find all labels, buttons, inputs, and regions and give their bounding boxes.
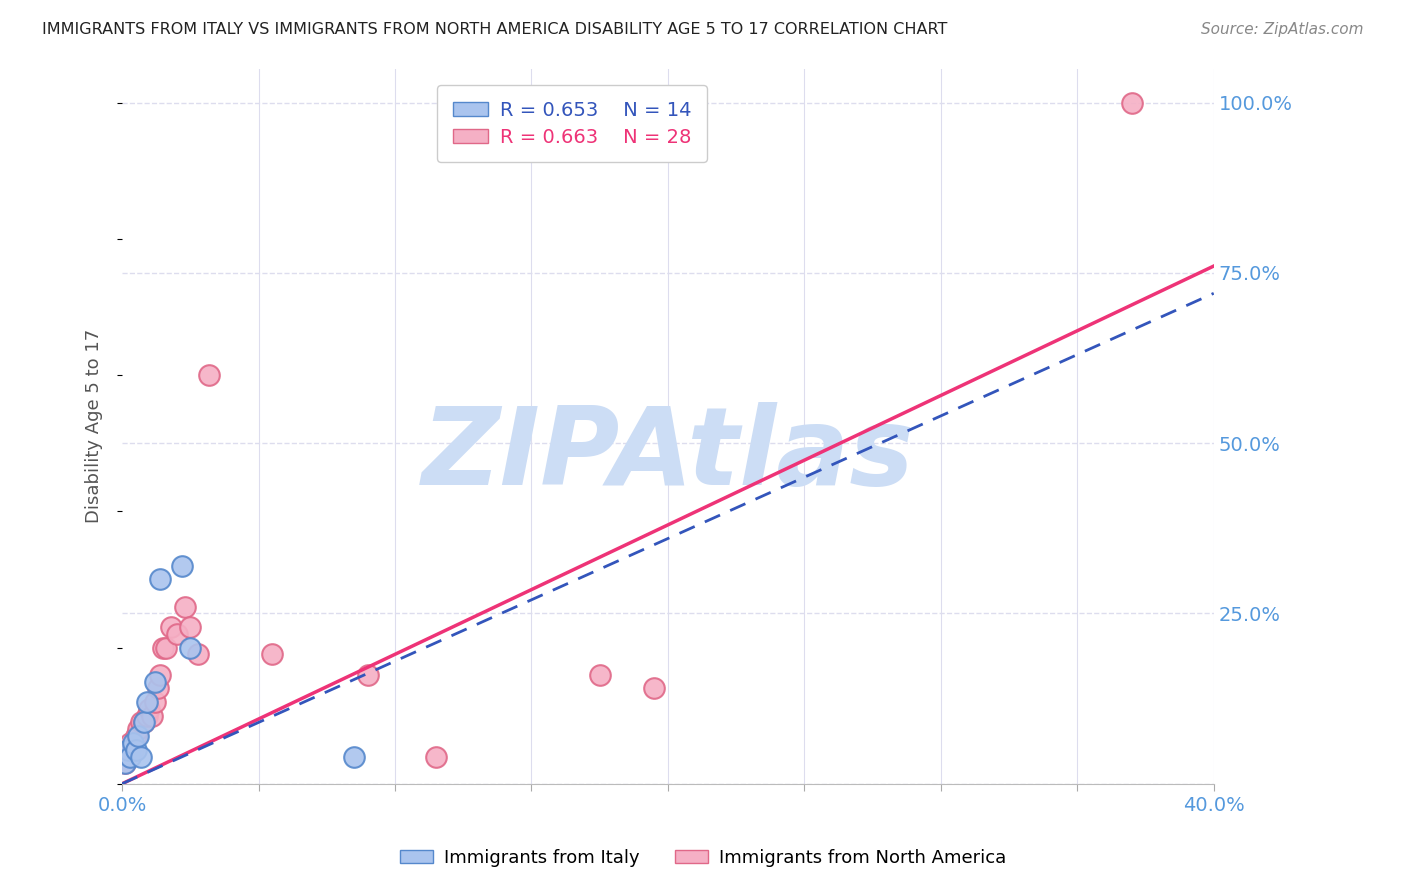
Point — [143, 695, 166, 709]
Point — [122, 736, 145, 750]
Point — [114, 756, 136, 771]
Point — [179, 620, 201, 634]
Point — [132, 715, 155, 730]
Point — [179, 640, 201, 655]
Point — [425, 749, 447, 764]
Point — [357, 667, 380, 681]
Point — [146, 681, 169, 696]
Point — [198, 368, 221, 382]
Point — [132, 715, 155, 730]
Point — [138, 702, 160, 716]
Point — [643, 681, 665, 696]
Point — [141, 708, 163, 723]
Y-axis label: Disability Age 5 to 17: Disability Age 5 to 17 — [86, 329, 103, 524]
Point — [135, 708, 157, 723]
Point — [160, 620, 183, 634]
Point — [166, 627, 188, 641]
Point — [262, 648, 284, 662]
Point — [135, 695, 157, 709]
Point — [125, 742, 148, 756]
Point — [143, 674, 166, 689]
Point — [120, 736, 142, 750]
Point — [122, 742, 145, 756]
Point — [125, 729, 148, 743]
Text: Source: ZipAtlas.com: Source: ZipAtlas.com — [1201, 22, 1364, 37]
Point — [343, 749, 366, 764]
Point — [172, 558, 194, 573]
Point — [152, 640, 174, 655]
Point — [1121, 95, 1143, 110]
Point — [149, 667, 172, 681]
Point — [120, 749, 142, 764]
Legend: R = 0.653    N = 14, R = 0.663    N = 28: R = 0.653 N = 14, R = 0.663 N = 28 — [437, 86, 707, 162]
Point — [149, 573, 172, 587]
Point — [588, 667, 610, 681]
Point — [117, 742, 139, 756]
Point — [127, 729, 149, 743]
Point — [129, 715, 152, 730]
Point — [173, 599, 195, 614]
Legend: Immigrants from Italy, Immigrants from North America: Immigrants from Italy, Immigrants from N… — [392, 842, 1014, 874]
Point — [129, 749, 152, 764]
Point — [117, 742, 139, 756]
Point — [114, 756, 136, 771]
Text: IMMIGRANTS FROM ITALY VS IMMIGRANTS FROM NORTH AMERICA DISABILITY AGE 5 TO 17 CO: IMMIGRANTS FROM ITALY VS IMMIGRANTS FROM… — [42, 22, 948, 37]
Point — [187, 648, 209, 662]
Text: ZIPAtlas: ZIPAtlas — [422, 401, 914, 508]
Point — [155, 640, 177, 655]
Point — [127, 723, 149, 737]
